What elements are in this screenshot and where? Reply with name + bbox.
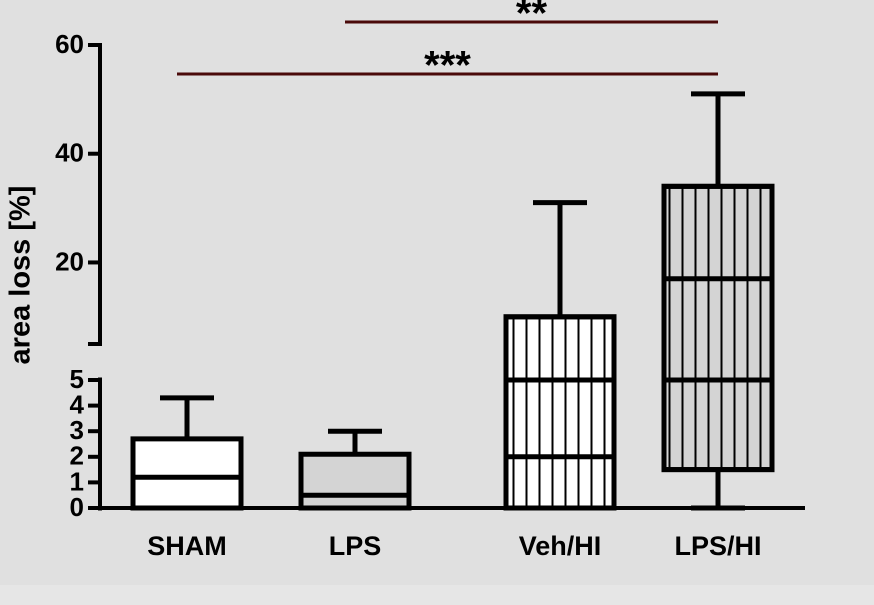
x-tick-label: LPS bbox=[329, 531, 382, 561]
y-tick-label: 3 bbox=[70, 415, 84, 445]
y-tick-label: 20 bbox=[55, 246, 84, 276]
box bbox=[298, 451, 412, 511]
x-tick-label: Veh/HI bbox=[519, 531, 602, 561]
y-tick-label: 40 bbox=[55, 138, 84, 168]
x-tick-label: LPS/HI bbox=[674, 531, 761, 561]
bottom-strip bbox=[0, 585, 874, 605]
x-tick-label: SHAM bbox=[147, 531, 227, 561]
y-tick-label: 1 bbox=[70, 466, 84, 496]
y-tick-label: 5 bbox=[70, 364, 84, 394]
y-tick-label: 4 bbox=[70, 389, 85, 419]
y-tick-label: 2 bbox=[70, 441, 84, 471]
box-hatch bbox=[661, 377, 775, 473]
y-tick-label: 0 bbox=[70, 492, 84, 522]
y-tick-label: 60 bbox=[55, 29, 84, 59]
significance-label: *** bbox=[424, 44, 471, 88]
box-hatch bbox=[661, 183, 775, 383]
significance-label: ** bbox=[516, 0, 548, 36]
box-hatch bbox=[503, 314, 617, 383]
box-hatch bbox=[503, 377, 617, 511]
box bbox=[130, 436, 244, 511]
y-axis-label: area loss [%] bbox=[5, 186, 37, 365]
